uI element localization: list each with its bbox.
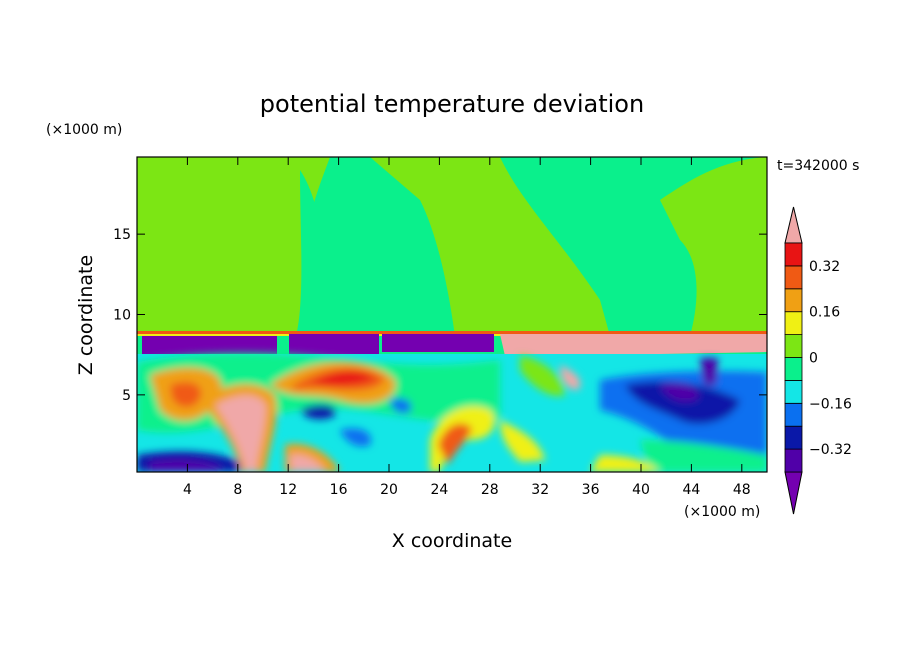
x-tick-label-11: 48: [733, 482, 751, 498]
x-tick-label-9: 40: [632, 482, 650, 498]
time-label: t=342000 s: [777, 158, 859, 174]
y-tick-label-0: 5: [122, 388, 131, 404]
colorbar-swatch-3: [784, 402, 803, 427]
chart-title: potential temperature deviation: [260, 90, 644, 118]
inversion-line-top: [137, 331, 767, 334]
x-unit-label: (×1000 m): [684, 504, 760, 520]
plot-area: [137, 157, 767, 472]
colorbar-bottom-arrow: [784, 471, 803, 515]
y-tick-label-2: 15: [113, 227, 131, 243]
colorbar-swatch-1: [784, 448, 803, 473]
x-tick-label-3: 16: [330, 482, 348, 498]
x-tick-label-1: 8: [233, 482, 242, 498]
y-axis: 5 10 15: [113, 227, 767, 404]
colorbar-swatch-9: [784, 265, 803, 290]
colorbar-label-0: 0.32: [809, 259, 840, 275]
x-tick-label-0: 4: [183, 482, 192, 498]
x-tick-label-4: 20: [380, 482, 398, 498]
colorbar-top-arrow: [784, 206, 803, 244]
colorbar-label-3: −0.16: [809, 396, 852, 412]
colorbar: 0.32 0.16 0 −0.16 −0.32: [784, 206, 852, 515]
x-tick-label-5: 24: [430, 482, 448, 498]
x-axis: 4 8 12 16 20 24 28 32 36 40 44 48: [183, 157, 751, 498]
y-tick-label-1: 10: [113, 308, 131, 324]
x-tick-label-6: 28: [481, 482, 499, 498]
lower-structures: [137, 353, 767, 472]
colorbar-swatch-8: [784, 288, 803, 313]
colorbar-label-2: 0: [809, 351, 818, 367]
y-axis-label: Z coordinate: [75, 255, 97, 375]
colorbar-swatch-10: [784, 242, 803, 267]
upper-yellowgreen-regions: [137, 157, 767, 336]
colorbar-swatch-2: [784, 425, 803, 450]
colorbar-label-4: −0.32: [809, 442, 852, 458]
colorbar-swatch-6: [784, 334, 803, 358]
colorbar-swatch-7: [784, 311, 803, 336]
x-tick-label-8: 36: [582, 482, 600, 498]
y-unit-label: (×1000 m): [46, 122, 122, 138]
x-tick-label-10: 44: [682, 482, 700, 498]
x-tick-label-2: 12: [279, 482, 297, 498]
x-axis-label: X coordinate: [392, 530, 512, 552]
colorbar-swatch-4: [784, 379, 803, 404]
x-tick-label-7: 32: [531, 482, 549, 498]
colorbar-swatch-5: [784, 357, 803, 381]
negative-band: [142, 334, 494, 354]
colorbar-label-1: 0.16: [809, 305, 840, 321]
